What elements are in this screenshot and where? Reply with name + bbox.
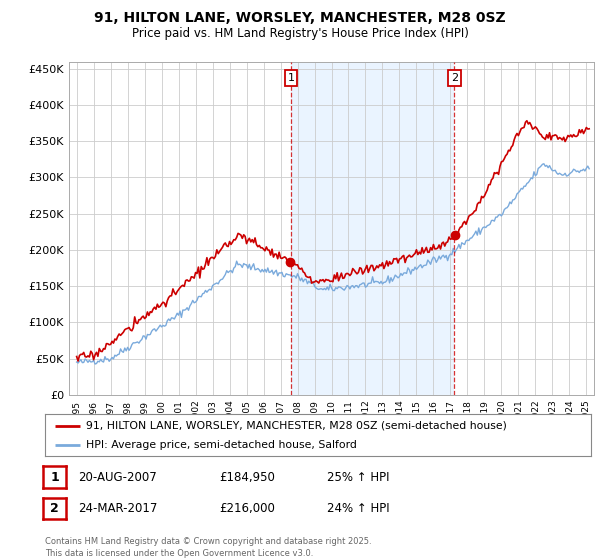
Text: 25% ↑ HPI: 25% ↑ HPI: [327, 470, 389, 484]
Text: 91, HILTON LANE, WORSLEY, MANCHESTER, M28 0SZ (semi-detached house): 91, HILTON LANE, WORSLEY, MANCHESTER, M2…: [86, 421, 507, 431]
Text: 1: 1: [287, 73, 295, 83]
Text: 24% ↑ HPI: 24% ↑ HPI: [327, 502, 389, 515]
Text: 24-MAR-2017: 24-MAR-2017: [78, 502, 157, 515]
Text: 91, HILTON LANE, WORSLEY, MANCHESTER, M28 0SZ: 91, HILTON LANE, WORSLEY, MANCHESTER, M2…: [94, 11, 506, 25]
Text: 2: 2: [451, 73, 458, 83]
Text: 2: 2: [50, 502, 59, 515]
Text: Contains HM Land Registry data © Crown copyright and database right 2025.
This d: Contains HM Land Registry data © Crown c…: [45, 537, 371, 558]
Text: HPI: Average price, semi-detached house, Salford: HPI: Average price, semi-detached house,…: [86, 440, 357, 450]
Text: Price paid vs. HM Land Registry's House Price Index (HPI): Price paid vs. HM Land Registry's House …: [131, 27, 469, 40]
Text: 1: 1: [50, 470, 59, 484]
Bar: [291, 62, 454, 395]
Text: £184,950: £184,950: [219, 470, 275, 484]
Text: £216,000: £216,000: [219, 502, 275, 515]
Text: 20-AUG-2007: 20-AUG-2007: [78, 470, 157, 484]
